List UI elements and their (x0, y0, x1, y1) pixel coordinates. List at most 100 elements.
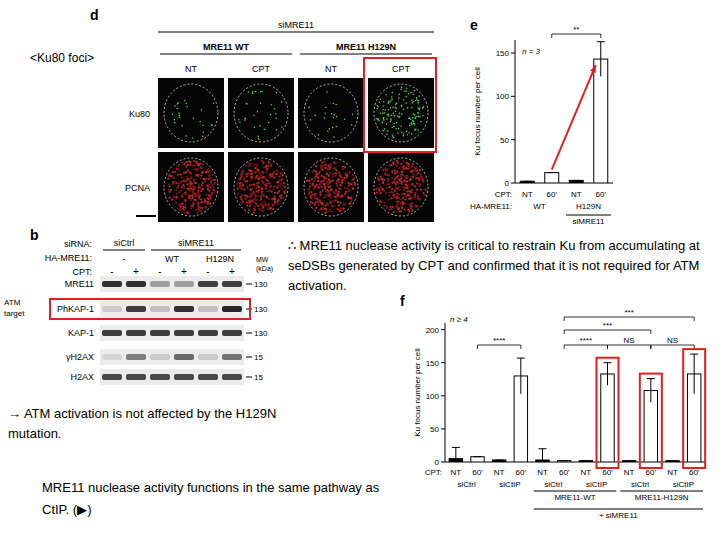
focus-dot (379, 200, 381, 202)
focus-dot (344, 118, 346, 120)
band-label: KAP-1 (68, 328, 94, 338)
focus-dot (329, 163, 331, 165)
error-stem (455, 447, 456, 462)
focus-dot (186, 161, 188, 163)
focus-dot (309, 185, 311, 187)
focus-dot (312, 202, 314, 204)
error-bar (625, 460, 633, 461)
focus-dot (399, 189, 401, 191)
error-cap (690, 354, 698, 355)
focus-dot (413, 196, 415, 198)
focus-dot (378, 120, 380, 122)
focus-dot (403, 109, 405, 111)
focus-dot (194, 182, 196, 184)
foci (306, 161, 356, 214)
focus-dot (382, 113, 384, 115)
focus-dot (314, 177, 316, 179)
focus-dot (318, 134, 320, 136)
blot-strip (100, 301, 244, 317)
focus-dot (176, 168, 178, 170)
focus-dot (168, 184, 170, 186)
focus-dot (244, 119, 246, 121)
focus-dot (390, 100, 392, 102)
focus-dot (384, 128, 386, 130)
error-bar (523, 181, 531, 182)
focus-dot (419, 183, 421, 185)
focus-dot (411, 196, 413, 198)
x-tick-label: NT (571, 190, 582, 199)
focus-dot (335, 199, 337, 201)
focus-dot (333, 114, 335, 116)
y-axis (445, 323, 446, 462)
error-bar (474, 456, 482, 457)
focus-dot (341, 181, 343, 183)
focus-dot (202, 124, 204, 126)
y-tick-label: 50 (500, 136, 509, 145)
focus-dot (401, 207, 403, 209)
micrograph (158, 78, 224, 148)
focus-dot (400, 183, 402, 185)
focus-dot (385, 169, 387, 171)
focus-dot (239, 184, 241, 186)
focus-dot (254, 127, 256, 129)
focus-dot (408, 195, 410, 197)
focus-dot (331, 173, 333, 175)
focus-dot (352, 174, 354, 176)
focus-dot (250, 184, 252, 186)
y-tick (441, 462, 445, 463)
focus-dot (310, 194, 312, 196)
focus-dot (394, 179, 396, 181)
ha-label: - (123, 254, 126, 264)
column-label: NT (325, 64, 337, 74)
x-tick-label: 60' (472, 468, 483, 477)
focus-dot (246, 103, 248, 105)
focus-dot (200, 190, 202, 192)
focus-dot (319, 183, 321, 185)
focus-dot (242, 200, 244, 202)
focus-dot (200, 202, 202, 204)
focus-dot (308, 180, 310, 182)
focus-dot (169, 197, 171, 199)
focus-dot (397, 162, 399, 164)
focus-dot (389, 192, 391, 194)
highlight-box (364, 58, 436, 152)
focus-dot (339, 188, 341, 190)
focus-dot (417, 177, 419, 179)
focus-dot (192, 205, 194, 207)
focus-dot (168, 189, 170, 191)
focus-dot (326, 91, 328, 93)
focus-dot (177, 174, 179, 176)
focus-dot (178, 208, 180, 210)
focus-dot (416, 98, 418, 100)
focus-dot (384, 109, 386, 111)
y-tick-label: 0 (505, 179, 510, 188)
focus-dot (412, 176, 414, 178)
focus-dot (197, 164, 199, 166)
focus-dot (397, 200, 399, 202)
focus-dot (205, 171, 207, 173)
focus-dot (246, 201, 248, 203)
focus-dot (342, 168, 344, 170)
n-label: n ≥ 4 (450, 315, 468, 324)
focus-dot (203, 178, 205, 180)
focus-dot (182, 162, 184, 164)
focus-dot (395, 103, 397, 105)
focus-dot (175, 202, 177, 204)
band (198, 354, 218, 360)
focus-dot (184, 100, 186, 102)
focus-dot (336, 196, 338, 198)
focus-dot (185, 171, 187, 173)
focus-dot (177, 165, 179, 167)
focus-dot (386, 118, 388, 120)
x-tick-label: 60' (646, 468, 657, 477)
focus-dot (390, 190, 392, 192)
focus-dot (409, 179, 411, 181)
focus-dot (189, 185, 191, 187)
significance-bracket (478, 345, 521, 349)
focus-dot (329, 128, 331, 130)
focus-dot (308, 194, 310, 196)
focus-dot (324, 187, 326, 189)
focus-dot (396, 122, 398, 124)
micrograph (228, 78, 294, 148)
focus-dot (419, 95, 421, 97)
